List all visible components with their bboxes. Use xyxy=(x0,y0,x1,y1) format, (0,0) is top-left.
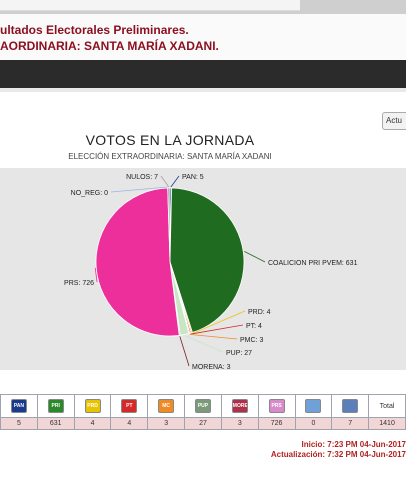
data-label-pan: PAN: 5 xyxy=(182,174,204,181)
data-label-no-reg: NO_REG: 0 xyxy=(71,190,108,197)
data-label-pt: PT: 4 xyxy=(246,323,262,330)
chart-title: VOTOS EN LA JORNADA xyxy=(85,132,255,148)
vote-value: 631 xyxy=(36,417,75,430)
leader-line-pup xyxy=(184,335,224,353)
party-logo-icon: PT xyxy=(121,399,138,413)
party-logo-icon: PRS xyxy=(268,399,285,413)
party-logo-icon: MC xyxy=(158,399,175,413)
party-logo-cell: PUP xyxy=(184,394,222,418)
chart-subtitle: ELECCIÓN EXTRAORDINARIA: SANTA MARÍA XAD… xyxy=(68,152,272,161)
data-label-coalicion-pri-pvem: COALICION PRI PVEM: 631 xyxy=(268,260,358,267)
update-time: Actualización: 7:32 PM 04-Jun-2017 xyxy=(270,450,406,459)
pie-slice-nulos[interactable] xyxy=(167,187,171,263)
vote-value: 3 xyxy=(220,417,259,430)
vote-value: 4 xyxy=(73,417,112,430)
total-value: 1410 xyxy=(368,417,406,430)
leader-line-coalicion-pri-pvem xyxy=(244,250,266,263)
dark-band xyxy=(0,60,406,88)
vote-value: 726 xyxy=(257,417,296,430)
leader-line-pan xyxy=(170,175,180,188)
vote-values-row: 5 631 4 4 3 27 3 726 0 7 1410 xyxy=(0,417,406,430)
party-logo-cell xyxy=(294,394,333,418)
party-logo-icon: PRD xyxy=(84,399,101,413)
data-label-morena: MORENA: 3 xyxy=(192,364,231,371)
data-label-prd: PRD: 4 xyxy=(248,309,271,316)
data-label-pup: PUP: 27 xyxy=(226,350,252,357)
votes-table: PAN PRI PVEM PRD PT MC PUP MORENA PRS Total 5631… xyxy=(0,394,406,430)
pie-slice-prs[interactable] xyxy=(95,187,180,337)
leader-line-morena xyxy=(179,336,190,367)
pie-chart: PAN: 5 COALICION PRI PVEM: 631 PRD: 4 PT: 4… xyxy=(64,174,358,371)
party-logo-icon xyxy=(342,399,359,413)
data-label-pmc: PMC: 3 xyxy=(240,337,263,344)
header-title: ultados Electorales Preliminares. xyxy=(0,23,189,37)
vote-value: 0 xyxy=(294,417,333,430)
leader-line-prd xyxy=(191,310,246,335)
leader-line-prs xyxy=(94,267,98,283)
leader-line-pt xyxy=(190,324,244,335)
top-strip-tab xyxy=(0,0,300,11)
party-logo-cell: MORENA xyxy=(220,394,259,418)
timestamps: Inicio: 7:23 PM 04-Jun-2017 Actualizació… xyxy=(271,440,406,460)
party-logo-icon xyxy=(305,399,322,413)
leader-line-pmc xyxy=(189,333,238,340)
vote-value: 4 xyxy=(110,417,149,430)
party-logo-cell xyxy=(331,394,370,418)
party-logo-cell: PT xyxy=(110,394,149,418)
party-logo-cell: PRD xyxy=(73,394,112,418)
vote-value: 3 xyxy=(147,417,186,430)
vote-value: 7 xyxy=(331,417,370,430)
page-header: ultados Electorales Preliminares. AORDIN… xyxy=(0,14,406,60)
start-time: Inicio: 7:23 PM 04-Jun-2017 xyxy=(301,440,406,449)
header-subtitle: AORDINARIA: SANTA MARÍA XADANI. xyxy=(0,39,219,53)
pie-slice-coalicion-pri-pvem[interactable] xyxy=(169,187,245,334)
party-logo-cell: MC xyxy=(147,394,186,418)
party-logo-icon: PUP xyxy=(194,399,211,413)
total-header: Total xyxy=(368,394,406,418)
vote-value: 5 xyxy=(0,417,38,430)
party-logo-icon: PRI PVEM xyxy=(47,399,64,413)
party-logo-cell: PAN xyxy=(0,394,38,418)
vote-value: 27 xyxy=(184,417,222,430)
party-logo-icon: PAN xyxy=(10,399,27,413)
party-logo-cell: PRS xyxy=(257,394,296,418)
leader-line-nulos xyxy=(160,175,170,188)
data-label-nulos: NULOS: 7 xyxy=(126,174,158,181)
data-label-prs: PRS: 726 xyxy=(64,280,94,287)
top-strip xyxy=(0,0,406,14)
party-logo-icon: MORENA xyxy=(231,399,248,413)
leader-line-no-reg xyxy=(110,186,168,193)
party-logo-row: PAN PRI PVEM PRD PT MC PUP MORENA PRS Total xyxy=(0,394,406,418)
update-button[interactable]: Actu xyxy=(382,112,406,130)
party-logo-cell: PRI PVEM xyxy=(36,394,75,418)
